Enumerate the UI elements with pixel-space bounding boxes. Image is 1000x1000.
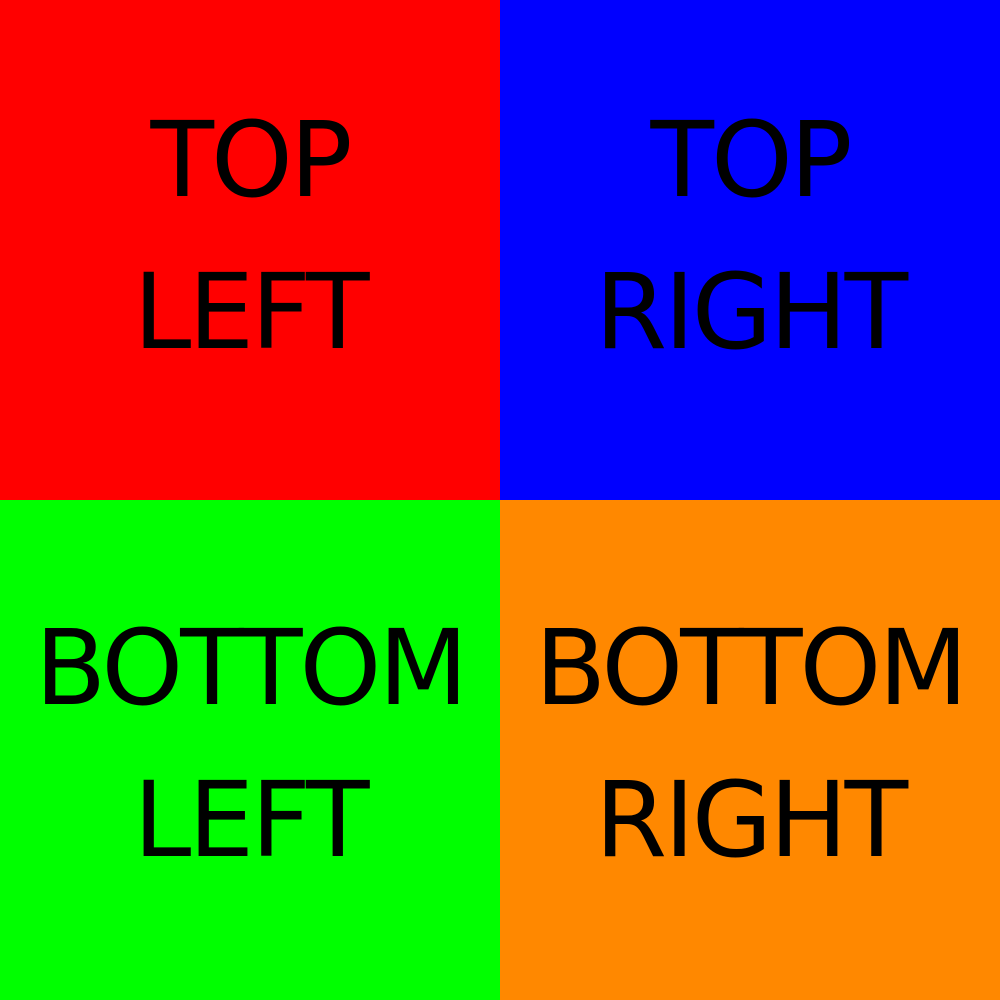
quadrant-top-left-line1: TOP	[150, 99, 352, 221]
quadrant-top-right-line2: RIGHT	[594, 251, 908, 373]
quadrant-top-left-line2: LEFT	[133, 251, 369, 373]
quadrant-top-right-line1: TOP	[650, 99, 852, 221]
quadrant-bottom-left-label: BOTTOM LEFT	[0, 592, 500, 896]
quadrant-bottom-left-line2: LEFT	[133, 759, 369, 881]
quadrant-bottom-right-label: BOTTOM RIGHT	[500, 592, 1000, 896]
quadrant-bottom-left: BOTTOM LEFT	[0, 500, 500, 1000]
quadrant-top-right-label: TOP RIGHT	[500, 84, 1000, 388]
quadrant-bottom-right-line2: RIGHT	[594, 759, 908, 881]
quadrant-bottom-right-line1: BOTTOM	[534, 607, 968, 729]
quadrant-top-right: TOP RIGHT	[500, 0, 1000, 500]
quadrant-top-left-label: TOP LEFT	[0, 84, 500, 388]
quadrant-bottom-right: BOTTOM RIGHT	[500, 500, 1000, 1000]
quadrant-top-left: TOP LEFT	[0, 0, 500, 500]
quadrant-bottom-left-line1: BOTTOM	[34, 607, 468, 729]
